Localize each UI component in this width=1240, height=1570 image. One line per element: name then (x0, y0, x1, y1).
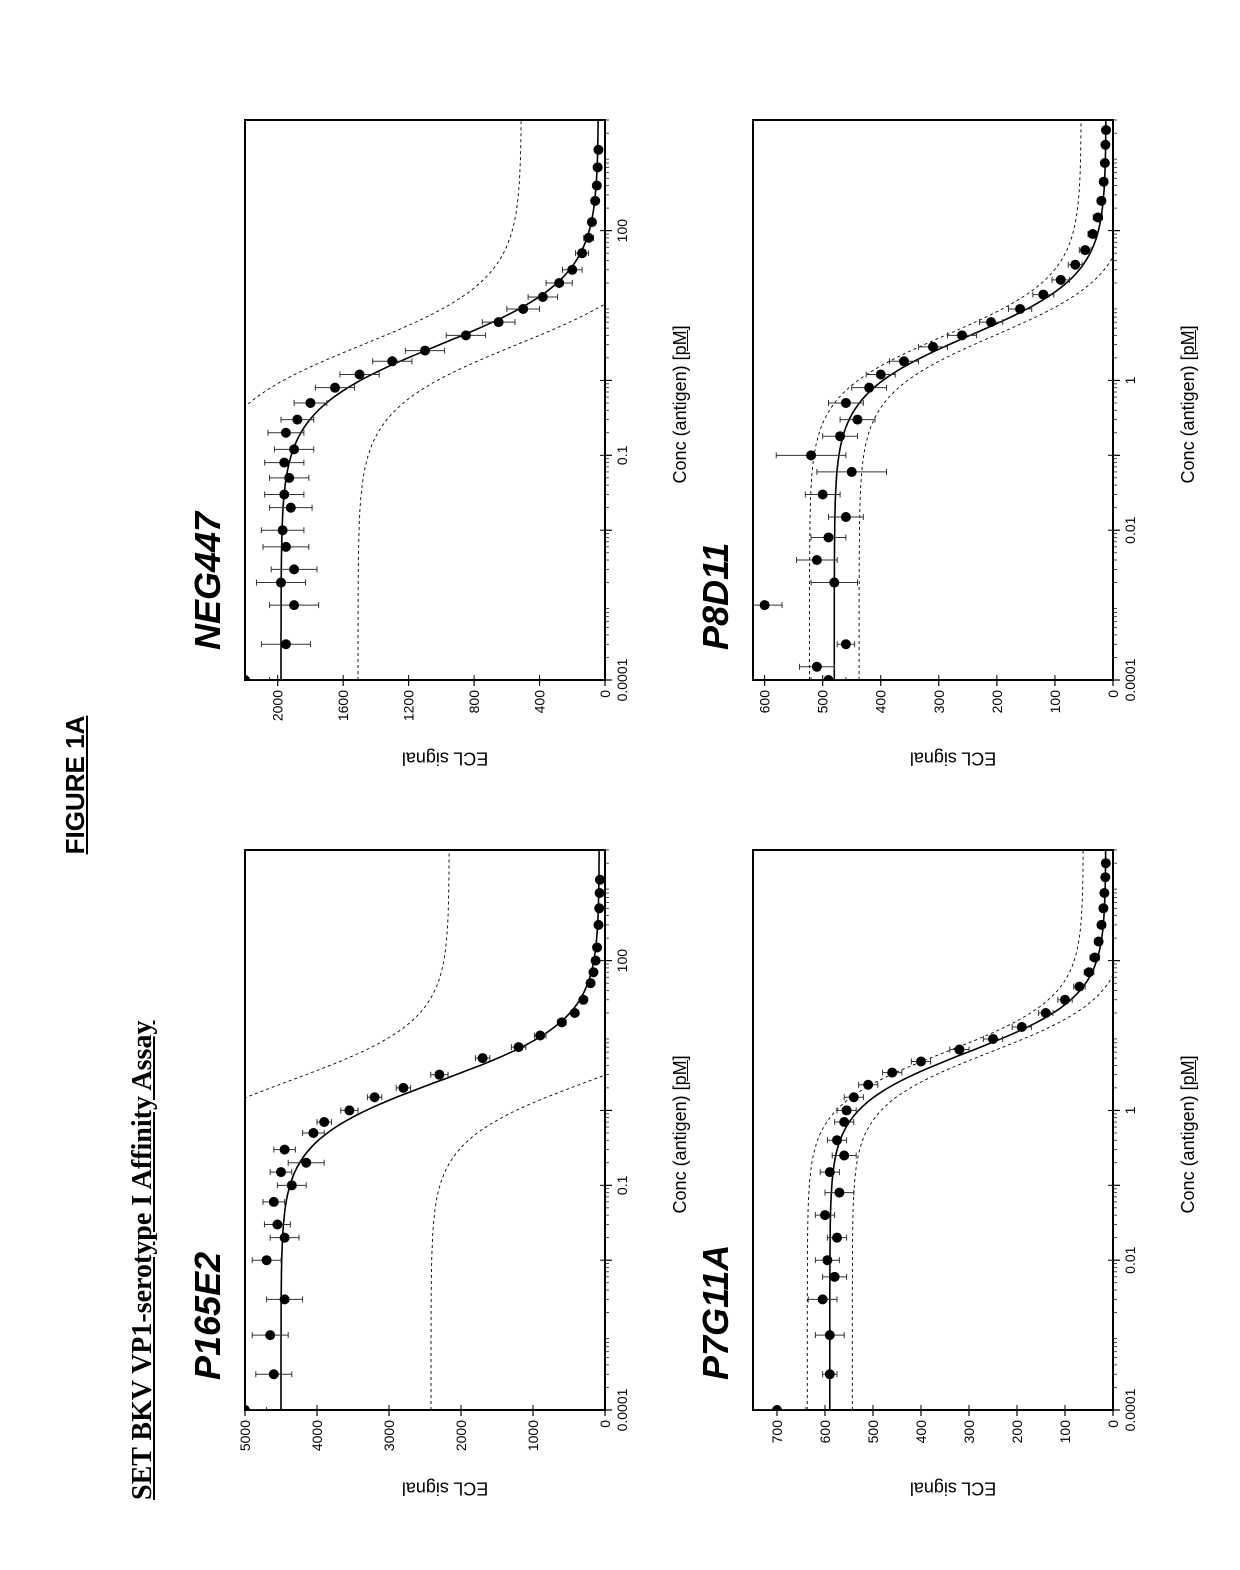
y-tick-label: 0 (597, 690, 613, 698)
chart-svg: 0 100 200 300 400 500 600 0.0001 0.01 1 (743, 110, 1163, 750)
panel-title: NEG447 (187, 110, 229, 650)
y-tick-label: 300 (931, 690, 947, 714)
y-tick-label: 400 (873, 690, 889, 714)
x-tick-label: 100 (614, 949, 630, 973)
page-content: FIGURE 1A SET BKV VP1-serotype I Affinit… (0, 0, 1240, 1570)
chart-wrap: ECL signal 01002003004005006007000.00010… (743, 840, 1163, 1480)
y-tick-label: 600 (757, 690, 773, 714)
x-tick-label: 0.01 (1122, 1246, 1138, 1273)
y-tick-label: 100 (1047, 690, 1063, 714)
panel-title: P7G11A (695, 840, 737, 1380)
y-tick-label: 0 (1105, 1420, 1121, 1428)
x-tick-label: 0.0001 (614, 658, 630, 701)
y-tick-label: 200 (1009, 1420, 1025, 1444)
chart-panel-NEG447: NEG447 ECL signal 04008001200160020000.0… (187, 110, 655, 750)
panel-title: P165E2 (187, 840, 229, 1380)
y-tick-label: 400 (913, 1420, 929, 1444)
chart-wrap: ECL signal 04008001200160020000.00010.11… (235, 110, 655, 750)
y-tick-label: 500 (865, 1420, 881, 1444)
y-tick-label: 2000 (270, 690, 286, 721)
y-tick-label: 400 (532, 690, 548, 714)
y-tick-label: 2000 (453, 1420, 469, 1451)
y-tick-label: 5000 (237, 1420, 253, 1451)
chart-panel-P165E2: P165E2 ECL signal 0100020003000400050000… (187, 840, 655, 1480)
y-tick-label: 0 (1105, 690, 1121, 698)
x-axis-label: Conc (antigen) [pM] (1178, 325, 1199, 483)
x-tick-label: 1 (1122, 1106, 1138, 1114)
y-tick-label: 600 (817, 1420, 833, 1444)
figure-label: FIGURE 1A (60, 70, 91, 1500)
x-tick-label: 0.1 (614, 445, 630, 465)
y-tick-label: 1600 (335, 690, 351, 721)
x-tick-label: 0.01 (1122, 516, 1138, 543)
assay-title: SET BKV VP1-serotype I Affinity Assay (127, 70, 159, 1500)
y-tick-label: 4000 (309, 1420, 325, 1451)
y-axis-label: ECL signal (910, 748, 996, 769)
y-tick-label: 3000 (381, 1420, 397, 1451)
y-axis-label: ECL signal (402, 1478, 488, 1499)
y-tick-label: 800 (466, 690, 482, 714)
y-tick-label: 0 (597, 1420, 613, 1428)
x-axis-label: Conc (antigen) [pM] (670, 1055, 691, 1213)
chart-panel-P7G11A: P7G11A ECL signal 0100200300400500600700… (695, 840, 1163, 1480)
y-tick-label: 1000 (525, 1420, 541, 1451)
chart-panel-P8D11: P8D11 ECL signal 01002003004005006000.00… (695, 110, 1163, 750)
y-tick-label: 1200 (401, 690, 417, 721)
x-tick-label: 0.0001 (614, 1388, 630, 1431)
x-tick-label: 1 (1122, 376, 1138, 384)
chart-svg: 0 400 800 1200 1600 2000 0.0001 0.1 100 (235, 110, 655, 750)
y-axis-label: ECL signal (402, 748, 488, 769)
y-axis-label: ECL signal (910, 1478, 996, 1499)
y-tick-label: 100 (1057, 1420, 1073, 1444)
y-tick-label: 500 (815, 690, 831, 714)
chart-grid: P165E2 ECL signal 0100020003000400050000… (187, 70, 1163, 1480)
y-tick-label: 300 (961, 1420, 977, 1444)
x-tick-label: 0.0001 (1122, 658, 1138, 701)
x-tick-label: 100 (614, 219, 630, 243)
panel-title: P8D11 (695, 110, 737, 650)
y-tick-label: 200 (989, 690, 1005, 714)
x-axis-label: Conc (antigen) [pM] (670, 325, 691, 483)
y-tick-label: 700 (769, 1420, 785, 1444)
x-tick-label: 0.0001 (1122, 1388, 1138, 1431)
chart-svg: 0 100 200 300 400 500 600 700 0.0001 0.01 1 (743, 840, 1163, 1480)
chart-wrap: ECL signal 0100020003000400050000.00010.… (235, 840, 655, 1480)
x-axis-label: Conc (antigen) [pM] (1178, 1055, 1199, 1213)
x-tick-label: 0.1 (614, 1175, 630, 1195)
chart-wrap: ECL signal 01002003004005006000.00010.01… (743, 110, 1163, 750)
chart-svg: 0 1000 2000 3000 4000 5000 0.0001 0.1 100 (235, 840, 655, 1480)
